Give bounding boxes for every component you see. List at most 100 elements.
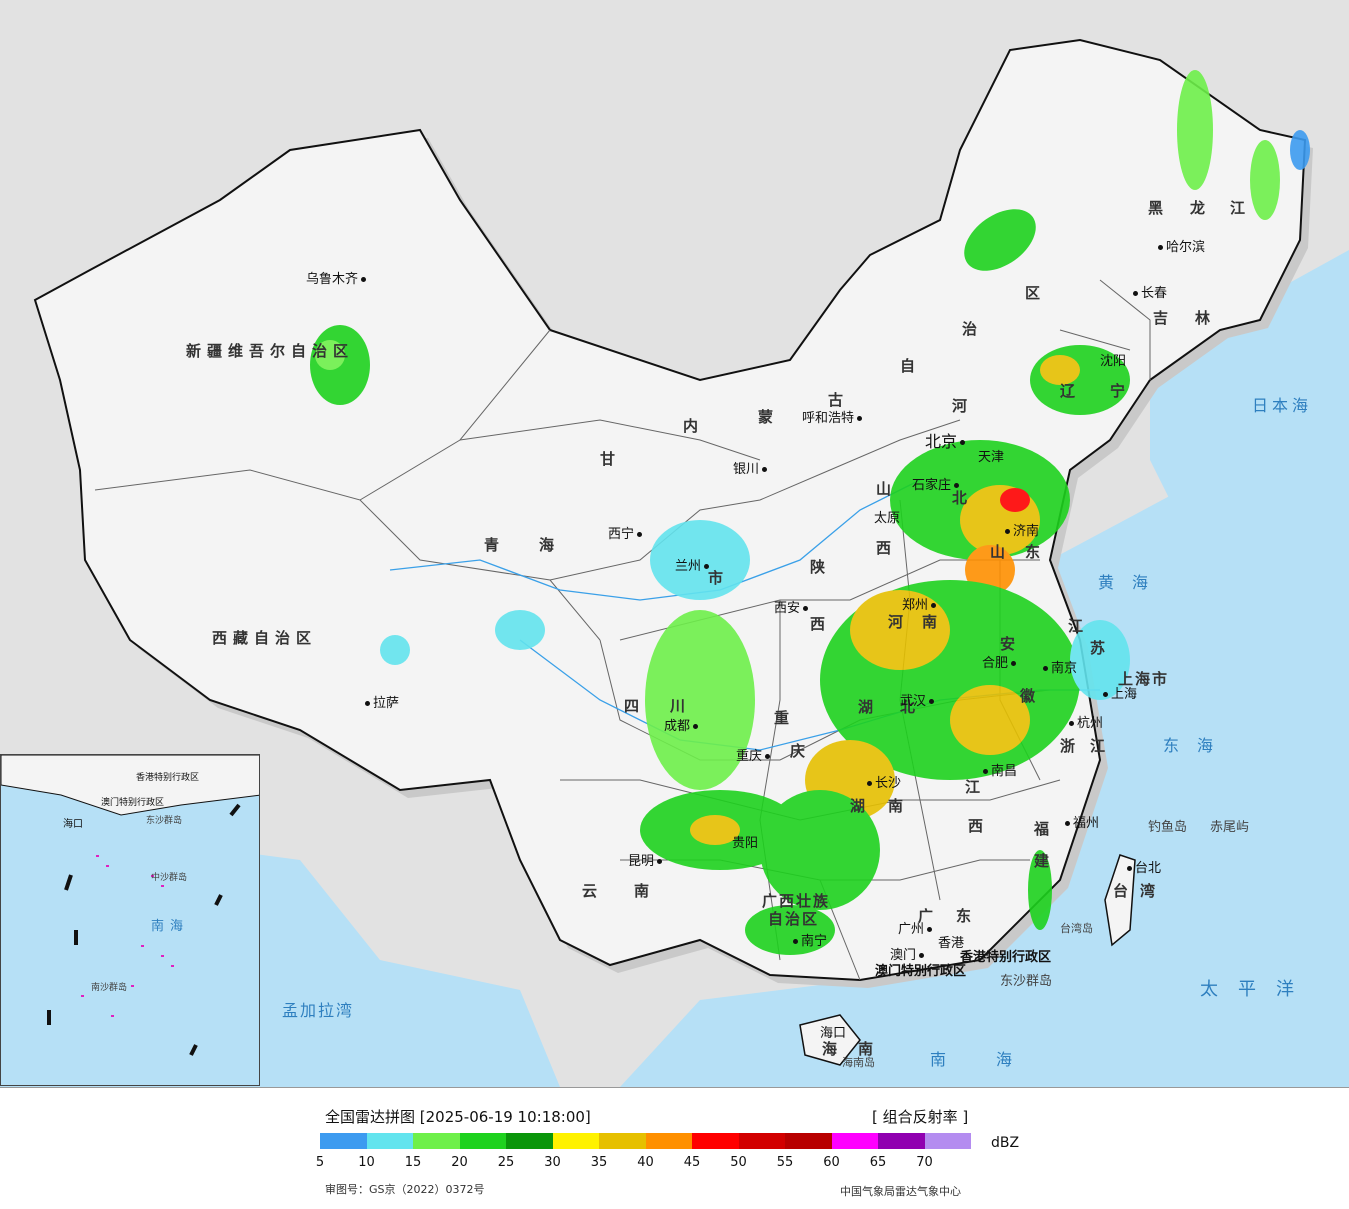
city-label: 济南 bbox=[1002, 520, 1039, 539]
city-dot bbox=[1043, 666, 1048, 671]
city-label: 呼和浩特 bbox=[802, 407, 865, 426]
inset-island-label: 东沙群岛 bbox=[146, 816, 183, 826]
scale-tick: 30 bbox=[544, 1155, 561, 1170]
province-label: 治 bbox=[962, 320, 984, 338]
city-label: 昆明 bbox=[628, 850, 665, 869]
province-label: 川 bbox=[670, 697, 692, 715]
city-label: 沈阳 bbox=[1100, 354, 1127, 369]
city-label: 长沙 bbox=[864, 772, 901, 791]
radar-echo-layer bbox=[310, 70, 1310, 955]
city-label: 贵阳 bbox=[732, 836, 759, 851]
province-label: 西 bbox=[810, 615, 832, 633]
city-label: 香港 bbox=[938, 936, 965, 951]
city-dot bbox=[1127, 866, 1132, 871]
south-china-sea-inset: 南海 海口 东沙群岛 中沙群岛 南沙群岛 香港特别行政区 澳门特别行政区 bbox=[0, 754, 260, 1086]
city-dot bbox=[1158, 245, 1163, 250]
province-label: 新疆维吾尔自治区 bbox=[186, 342, 355, 360]
province-label: 重 bbox=[774, 709, 796, 727]
scale-tick: 15 bbox=[404, 1155, 422, 1170]
province-label: 湖 bbox=[850, 797, 872, 815]
city-label: 石家庄 bbox=[912, 474, 962, 493]
city-dot bbox=[1011, 661, 1017, 666]
province-label: 西 bbox=[876, 539, 898, 557]
province-label: 内 bbox=[683, 417, 705, 435]
color-swatch bbox=[320, 1133, 367, 1149]
inset-island-label: 南沙群岛 bbox=[91, 983, 128, 993]
city-dot bbox=[693, 724, 699, 729]
island-label: 钓鱼岛 bbox=[1148, 820, 1188, 835]
province-label: 广 bbox=[918, 907, 940, 925]
scale-tick: 55 bbox=[776, 1155, 794, 1170]
sea-label: 东海 bbox=[1163, 736, 1232, 755]
province-label: 吉 bbox=[1153, 309, 1175, 327]
province-label: 徽 bbox=[1020, 687, 1042, 705]
city-dot bbox=[762, 467, 768, 472]
city-label: 兰州 bbox=[675, 555, 712, 574]
province-label: 黑 bbox=[1148, 199, 1170, 217]
color-swatch bbox=[459, 1133, 506, 1149]
province-label: 蒙 bbox=[758, 408, 780, 426]
city-dot bbox=[1069, 721, 1074, 726]
product-type: [ 组合反射率 ] bbox=[872, 1108, 969, 1126]
scale-tick: 70 bbox=[916, 1155, 933, 1170]
scale-tick: 40 bbox=[637, 1155, 654, 1170]
inset-island-label: 中沙群岛 bbox=[151, 873, 188, 883]
city-label: 合肥 bbox=[982, 652, 1019, 671]
province-label: 福 bbox=[1034, 820, 1056, 838]
scale-tick: 50 bbox=[730, 1155, 747, 1170]
island-label: 赤尾屿 bbox=[1210, 820, 1250, 835]
city-dot bbox=[919, 953, 925, 958]
city-dot bbox=[857, 416, 863, 421]
province-label: 南 bbox=[858, 1040, 880, 1058]
scale-tick: 45 bbox=[683, 1155, 701, 1170]
province-label: 湖 bbox=[858, 698, 880, 716]
city-label: 拉萨 bbox=[362, 692, 399, 711]
sea-label: 南海 bbox=[930, 1050, 1063, 1069]
scale-tick: 5 bbox=[315, 1155, 325, 1170]
city-label: 天津 bbox=[978, 450, 1005, 465]
city-dot bbox=[1005, 529, 1010, 534]
region-label: 香港特别行政区 bbox=[960, 950, 1052, 965]
island-label: 海南岛 bbox=[842, 1056, 875, 1069]
inset-region-label: 香港特别行政区 bbox=[136, 773, 200, 783]
province-label: 上海市 bbox=[1118, 670, 1170, 688]
province-label: 山 bbox=[876, 480, 898, 498]
province-label: 浙 bbox=[1060, 737, 1082, 755]
city-dot bbox=[365, 701, 370, 706]
city-dot bbox=[657, 859, 663, 864]
city-label: 武汉 bbox=[900, 690, 937, 709]
color-swatch bbox=[552, 1133, 599, 1149]
province-label: 江 bbox=[965, 778, 987, 796]
province-label: 东 bbox=[956, 907, 978, 925]
approval-number: 审图号：GS京（2022）0372号 bbox=[325, 1183, 485, 1196]
city-dot bbox=[765, 754, 771, 759]
city-label: 南宁 bbox=[790, 930, 827, 949]
province-label: 四 bbox=[624, 697, 646, 715]
city-label: 重庆 bbox=[736, 745, 773, 764]
inset-sea-label: 南海 bbox=[151, 919, 190, 934]
province-label: 南 bbox=[888, 797, 910, 815]
color-swatch bbox=[878, 1133, 925, 1149]
color-scale bbox=[320, 1133, 971, 1149]
city-label: 澳门 bbox=[890, 944, 927, 963]
sea-label: 孟加拉湾 bbox=[282, 1001, 355, 1020]
province-label: 北 bbox=[900, 698, 922, 716]
city-dot bbox=[927, 927, 933, 932]
city-label: 长春 bbox=[1130, 282, 1167, 301]
province-label: 北 bbox=[952, 489, 974, 507]
scale-tick: 10 bbox=[358, 1155, 375, 1170]
island-label: 台湾岛 bbox=[1060, 922, 1093, 935]
province-label: 青海 bbox=[484, 536, 595, 554]
credit-label: 中国气象局雷达气象中心 bbox=[840, 1185, 961, 1198]
province-label: 自治区 bbox=[768, 910, 820, 928]
city-dot bbox=[954, 483, 960, 488]
city-dot bbox=[637, 532, 643, 537]
province-label: 云 bbox=[582, 882, 604, 900]
city-label: 郑州 bbox=[902, 594, 939, 613]
city-dot bbox=[1065, 821, 1070, 826]
province-label: 区 bbox=[1025, 284, 1047, 302]
province-label: 古 bbox=[828, 391, 850, 409]
city-label: 哈尔滨 bbox=[1155, 236, 1205, 255]
scale-tick: 35 bbox=[590, 1155, 608, 1170]
province-label: 江 bbox=[1068, 617, 1090, 635]
